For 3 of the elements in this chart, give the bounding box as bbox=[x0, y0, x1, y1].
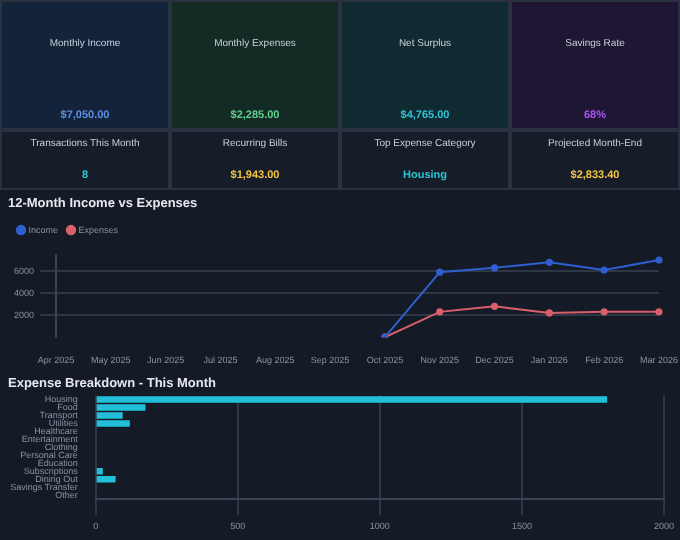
bar bbox=[96, 476, 116, 483]
bar bbox=[96, 396, 608, 403]
bar bbox=[96, 420, 130, 427]
